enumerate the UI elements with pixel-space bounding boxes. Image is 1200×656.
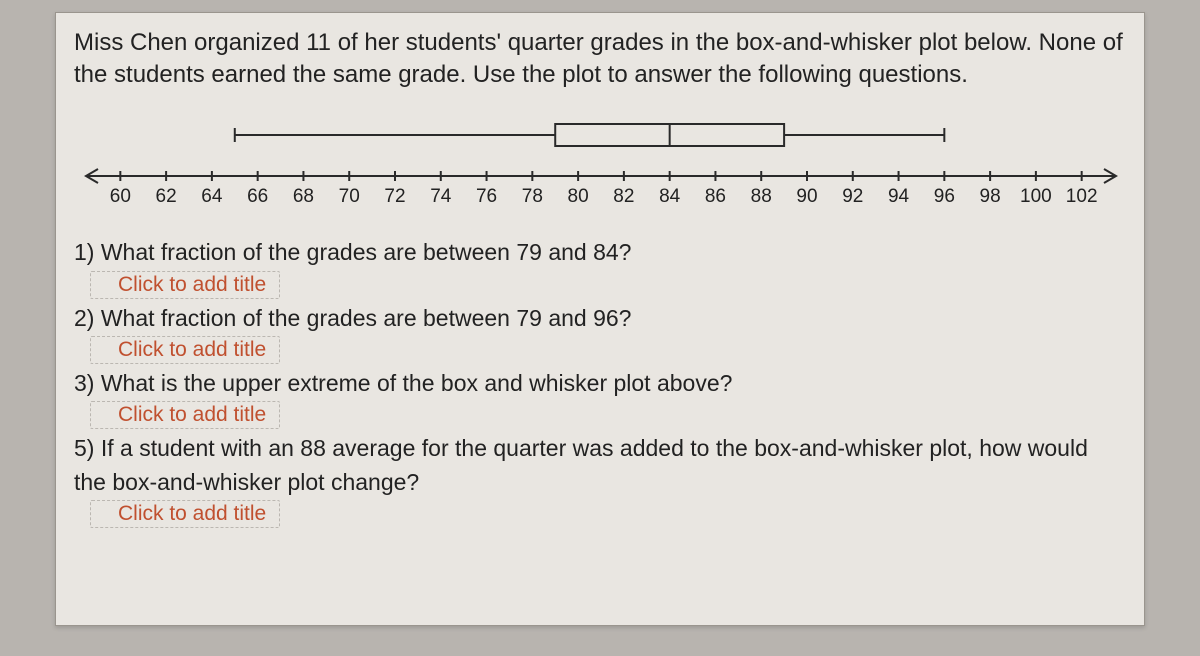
axis-tick-62: 62 <box>156 186 177 208</box>
axis-tick-100: 100 <box>1020 186 1052 208</box>
box-plot: 60 62 64 66 68 70 72 74 76 78 80 82 84 86 88 90 92 94 96 98… <box>74 98 1128 218</box>
axis-tick-82: 82 <box>613 186 634 208</box>
axis-tick-98: 98 <box>980 186 1001 208</box>
question-2-text: What fraction of the grades are between … <box>101 305 632 331</box>
axis-tick-84: 84 <box>659 186 680 208</box>
question-5-num: 5) <box>74 435 94 461</box>
questions-block: 1) What fraction of the grades are betwe… <box>74 236 1126 531</box>
axis-tick-102: 102 <box>1066 186 1098 208</box>
axis-tick-96: 96 <box>934 186 955 208</box>
question-3-num: 3) <box>74 370 94 396</box>
axis-tick-64: 64 <box>201 186 222 208</box>
question-5-text: If a student with an 88 average for the … <box>74 435 1088 494</box>
answer-slot-1[interactable]: Click to add title <box>114 272 270 298</box>
question-1: 1) What fraction of the grades are betwe… <box>74 236 1126 269</box>
box-plot-svg <box>74 98 1128 218</box>
axis-tick-90: 90 <box>796 186 817 208</box>
answer-slot-2[interactable]: Click to add title <box>114 337 270 363</box>
question-2: 2) What fraction of the grades are betwe… <box>74 302 1126 335</box>
question-2-num: 2) <box>74 305 94 331</box>
question-3-text: What is the upper extreme of the box and… <box>101 370 733 396</box>
axis-tick-72: 72 <box>384 186 405 208</box>
axis-tick-80: 80 <box>568 186 589 208</box>
question-5: 5) If a student with an 88 average for t… <box>74 432 1126 499</box>
intro-text: Miss Chen organized 11 of her students' … <box>74 27 1126 90</box>
axis-tick-88: 88 <box>751 186 772 208</box>
axis-tick-78: 78 <box>522 186 543 208</box>
answer-slot-3[interactable]: Click to add title <box>114 402 270 428</box>
axis-tick-76: 76 <box>476 186 497 208</box>
axis-tick-92: 92 <box>842 186 863 208</box>
axis-tick-68: 68 <box>293 186 314 208</box>
axis-tick-66: 66 <box>247 186 268 208</box>
question-1-text: What fraction of the grades are between … <box>101 239 632 265</box>
axis-tick-74: 74 <box>430 186 451 208</box>
axis-tick-94: 94 <box>888 186 909 208</box>
answer-slot-5[interactable]: Click to add title <box>114 501 270 527</box>
question-1-num: 1) <box>74 239 94 265</box>
axis-tick-86: 86 <box>705 186 726 208</box>
question-3: 3) What is the upper extreme of the box … <box>74 367 1126 400</box>
axis-tick-60: 60 <box>110 186 131 208</box>
axis-tick-70: 70 <box>339 186 360 208</box>
worksheet-panel: Miss Chen organized 11 of her students' … <box>55 12 1145 626</box>
